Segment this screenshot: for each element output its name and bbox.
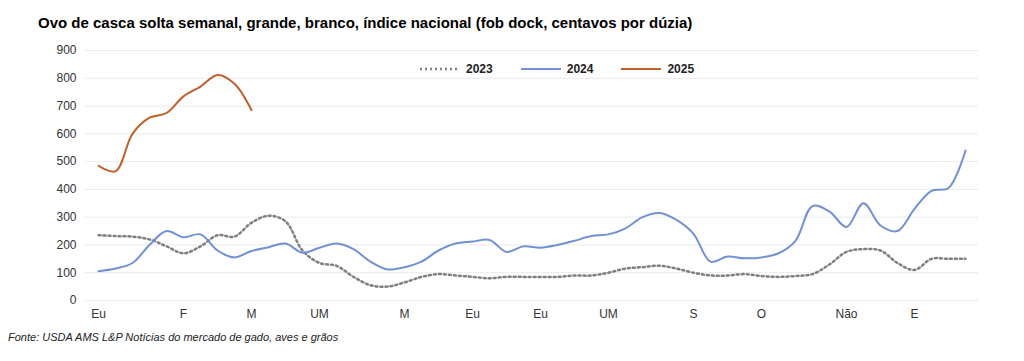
svg-text:F: F <box>180 307 187 321</box>
svg-text:Eu: Eu <box>533 307 548 321</box>
svg-text:Eu: Eu <box>91 307 106 321</box>
svg-text:800: 800 <box>56 71 76 85</box>
html-text:Ovo de casca solta semanal, gr: Ovo de casca solta semanal, grande, bran… <box>38 14 693 31</box>
svg-text:Eu: Eu <box>465 307 480 321</box>
svg-text:0: 0 <box>70 293 77 307</box>
svg-text:700: 700 <box>56 99 76 113</box>
svg-text:S: S <box>689 307 697 321</box>
html-text:Fonte: USDA AMS L&P Notícias d: Fonte: USDA AMS L&P Notícias do mercado … <box>8 331 339 343</box>
html-text:2024: 2024 <box>566 62 594 76</box>
html-text:2025: 2025 <box>667 62 695 76</box>
svg-text:UM: UM <box>599 307 618 321</box>
svg-text:M: M <box>247 307 257 321</box>
svg-text:300: 300 <box>56 210 76 224</box>
svg-text:400: 400 <box>56 182 76 196</box>
svg-text:100: 100 <box>56 266 76 280</box>
html-text:2023: 2023 <box>466 62 493 76</box>
svg-text:600: 600 <box>56 127 76 141</box>
svg-text:200: 200 <box>56 238 76 252</box>
svg-text:500: 500 <box>56 154 76 168</box>
svg-text:Não: Não <box>835 307 857 321</box>
svg-text:E: E <box>910 307 918 321</box>
svg-text:UM: UM <box>310 307 329 321</box>
svg-text:O: O <box>757 307 766 321</box>
svg-text:M: M <box>400 307 410 321</box>
svg-text:900: 900 <box>56 43 76 57</box>
